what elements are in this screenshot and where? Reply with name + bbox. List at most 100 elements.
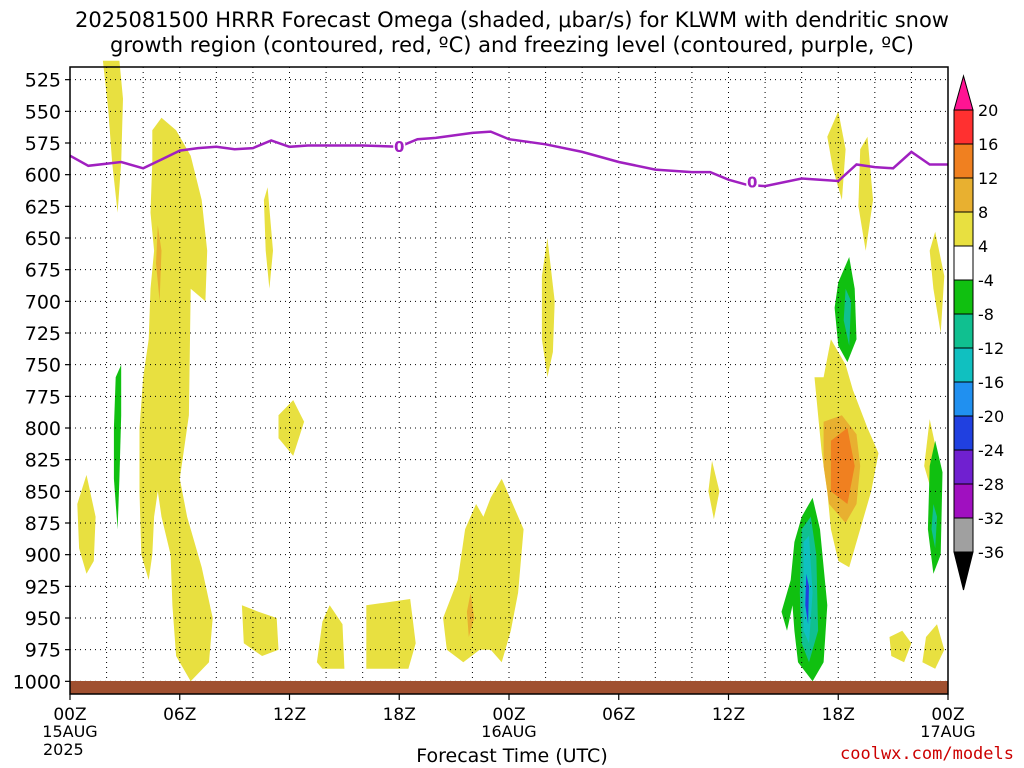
y-tick-label-925: 925 [25,576,61,598]
colorbar-segment-5 [953,245,974,281]
y-tick-label-775: 775 [25,386,61,408]
omega-shading-layer [77,60,945,682]
y-axis-labels: 525 550 575 600 625 650 675 700 725 750 775 800 825 8… [13,70,70,693]
y-tick-label-750: 750 [25,355,61,377]
omega-region-1 [77,474,96,574]
y-tick-label-950: 950 [25,608,61,630]
freezing-level-label-1: 0 [747,173,757,191]
y-tick-label-875: 875 [25,513,61,535]
colorbar-label-10: -24 [978,441,1004,460]
colorbar-label-9: -20 [978,407,1004,426]
x-tick-date-0: 15AUG [42,722,97,741]
y-tick-label-525: 525 [25,70,61,92]
x-tick-label-12: 12Z [273,705,306,725]
omega-region-5 [241,605,279,656]
x-tick-label-30: 06Z [602,705,635,725]
freezing-level-line [69,130,948,188]
x-tick-label-18: 18Z [383,705,416,725]
y-tick-label-650: 650 [25,228,61,250]
omega-region-12 [858,136,873,251]
omega-region-19 [830,428,855,504]
colorbar-segment-4 [953,211,974,247]
colorbar-label-12: -32 [978,509,1004,528]
omega-region-11 [827,111,846,200]
colorbar-segment-8 [953,347,974,383]
y-tick-label-600: 600 [25,165,61,187]
colorbar-label-6: -8 [978,305,994,324]
x-tick-date-48: 17AUG [920,722,975,741]
omega-region-16 [889,630,912,663]
colorbar-label-4: 4 [978,237,988,256]
y-tick-label-1000: 1000 [13,671,61,693]
colorbar-segment-10 [953,415,974,451]
omega-region-7 [366,599,416,669]
colorbar-label-7: -12 [978,339,1004,358]
omega-region-20 [156,225,162,302]
colorbar-label-13: -36 [978,543,1004,562]
omega-colorbar: 20 16 12 8 4 -4 -8 -12 -16 -20 -24 -28 -32 -36 [953,74,1004,591]
colorbar-label-0: 20 [978,101,998,120]
colorbar-segment-2 [953,143,974,179]
omega-region-30 [931,504,937,549]
colorbar-label-8: -16 [978,373,1004,392]
colorbar-segment-3 [953,177,974,213]
x-tick-label-36: 12Z [712,705,745,725]
freezing-level-label-0: 0 [394,138,404,156]
omega-region-2 [139,117,213,682]
x-tick-year-0: 2025 [43,740,84,759]
ground-fill [70,681,948,694]
freezing-level-layer: 00 [69,130,948,191]
y-tick-label-975: 975 [25,640,61,662]
y-tick-label-675: 675 [25,260,61,282]
omega-region-4 [278,400,305,456]
y-tick-label-825: 825 [25,450,61,472]
omega-region-6 [316,605,345,669]
omega-region-10 [708,460,720,520]
colorbar-segment-11 [953,449,974,485]
omega-region-21 [466,592,475,637]
colorbar-top-triangle [953,74,974,111]
chart-title-line-2: growth region (contoured, red, ºC) and f… [110,33,914,57]
colorbar-segment-6 [953,279,974,315]
omega-region-13 [929,231,945,333]
omega-region-0 [102,60,123,213]
colorbar-label-11: -28 [978,475,1004,494]
colorbar-segment-1 [953,109,974,145]
chart-title-line-1: 2025081500 HRRR Forecast Omega (shaded, … [75,8,949,32]
y-tick-label-800: 800 [25,418,61,440]
freezing-level-label-bg-0 [393,138,406,155]
omega-region-29 [927,440,943,574]
omega-region-8 [443,478,524,663]
omega-region-3 [263,187,273,289]
x-tick-label-0: 00Z [53,705,86,725]
colorbar-label-5: -4 [978,271,994,290]
y-tick-label-550: 550 [25,101,61,123]
colorbar-segment-9 [953,381,974,417]
freezing-level-label-bg-1 [746,174,759,191]
y-tick-label-700: 700 [25,291,61,313]
site-credit: coolwx.com/models [840,744,1014,764]
y-tick-label-575: 575 [25,133,61,155]
colorbar-segment-7 [953,313,974,349]
y-tick-label-725: 725 [25,323,61,345]
omega-region-9 [541,238,555,378]
y-tick-label-850: 850 [25,481,61,503]
x-tick-label-6: 06Z [163,705,196,725]
x-tick-label-48: 00Z [931,705,964,725]
y-tick-label-625: 625 [25,196,61,218]
x-tick-label-24: 00Z [492,705,525,725]
colorbar-label-3: 8 [978,203,988,222]
x-axis-title: Forecast Time (UTC) [416,745,608,767]
ground-layer [70,681,948,694]
colorbar-segment-13 [953,517,974,553]
x-tick-date-24: 16AUG [481,722,536,741]
omega-region-28 [843,288,852,346]
omega-region-17 [922,624,945,669]
colorbar-label-1: 16 [978,135,998,154]
x-tick-label-42: 18Z [822,705,855,725]
omega-region-22 [113,364,122,530]
colorbar-label-2: 12 [978,169,998,188]
colorbar-bottom-triangle [953,551,974,591]
